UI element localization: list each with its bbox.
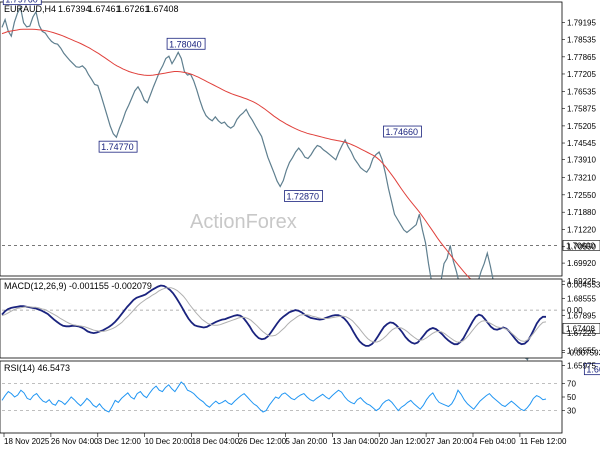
ohlc-high: 1.67461	[88, 4, 121, 14]
x-tick-label: 3 Dec 12:00	[98, 437, 142, 446]
y-tick-label: 1.69225	[567, 277, 596, 286]
y-tick-label: 1.72550	[567, 191, 596, 200]
macd-line	[1, 284, 546, 347]
x-tick-label: 13 Jan 04:00	[332, 437, 379, 446]
y-tick-label: 1.75205	[567, 122, 596, 131]
x-tick-label: 18 Nov 2025	[4, 437, 50, 446]
x-tick-label: 4 Feb 04:00	[473, 437, 516, 446]
y-tick-label: 1.68555	[567, 295, 596, 304]
rsi-axis: 70 50 30	[562, 379, 576, 416]
x-tick-label: 26 Nov 04:00	[51, 437, 99, 446]
y-tick-label: 1.73910	[567, 156, 596, 165]
ohlc-low: 1.67261	[117, 4, 150, 14]
price-tag-label: 1.67408	[566, 324, 595, 333]
y-tick-label: 0.004553	[567, 281, 600, 290]
y-tick-label: 1.74545	[567, 139, 596, 148]
price-tag	[562, 240, 600, 251]
x-tick-label: 5 Jan 20:00	[285, 437, 327, 446]
price-tag-label: 1.70600	[566, 241, 595, 250]
macd-panel: MACD(12,26,9) -0.001155 -0.002079	[0, 278, 563, 359]
y-tick-label: 70	[567, 379, 576, 388]
y-tick-label: 1.66555	[567, 346, 596, 355]
y-tick-label: 1.73210	[567, 174, 596, 183]
y-tick-label: 1.65975	[567, 362, 596, 371]
ohlc-open: 1.67394	[58, 4, 91, 14]
y-tick-label: 1.71880	[567, 208, 596, 217]
y-tick-label: 1.67225	[567, 329, 596, 338]
time-axis: 18 Nov 2025 26 Nov 04:00 3 Dec 12:00 10 Dec…	[3, 433, 567, 446]
swing-label-box	[583, 363, 600, 376]
x-tick-label: 18 Dec 04:00	[192, 437, 240, 446]
rsi-title: RSI(14) 46.5473	[4, 363, 70, 373]
watermark: ActionForex	[190, 211, 297, 233]
x-tick-label: 10 Dec 20:00	[145, 437, 193, 446]
x-tick-label: 11 Feb 12:00	[520, 437, 567, 446]
y-tick-label: 1.67895	[567, 312, 596, 321]
y-tick-label: 1.69920	[567, 259, 596, 268]
swing-label-box	[2, 0, 42, 6]
x-tick-label: 20 Jan 12:00	[379, 437, 426, 446]
swing-label: 1.72870	[287, 192, 320, 202]
y-tick-label: 1.76535	[567, 87, 596, 96]
swing-label-box	[98, 140, 138, 153]
swing-label-box	[284, 190, 323, 202]
y-tick-label: 50	[567, 393, 576, 402]
y-tick-label: 1.79195	[567, 18, 596, 27]
macd-title: MACD(12,26,9) -0.001155 -0.002079	[4, 281, 152, 291]
rsi-panel: RSI(14) 46.5473	[0, 360, 563, 434]
x-tick-label: 26 Dec 12:00	[239, 437, 287, 446]
price-line	[1, 5, 547, 361]
ohlc-close: 1.67408	[146, 4, 179, 14]
price-tag	[562, 323, 600, 334]
y-tick-label: 1.75875	[567, 104, 596, 113]
y-tick-label: 1.71220	[567, 225, 596, 234]
swing-label-box	[383, 125, 422, 138]
rsi-line	[1, 381, 547, 413]
price-axis: 1.70600 1.67408 1.79195 1.78535 1.77865 1.772…	[562, 18, 600, 371]
swing-label: 1.66200	[586, 365, 600, 375]
swing-label: 1.74770	[101, 142, 134, 152]
y-tick-label: -0.007593	[567, 349, 600, 358]
moving-average-line	[1, 28, 547, 329]
swing-label-box	[166, 37, 206, 50]
price-panel: ActionForex 1.79760 1.74770 1.78040 1.72870…	[0, 0, 600, 376]
y-tick-label: 30	[567, 407, 576, 416]
swing-label: 1.79760	[5, 0, 38, 5]
x-tick-label: 27 Jan 20:00	[426, 437, 473, 446]
macd-axis: 0.004553 0.00 -0.007593	[562, 281, 600, 358]
y-tick-label: 1.77865	[567, 53, 596, 62]
y-tick-label: 0.00	[567, 306, 583, 315]
y-tick-label: 1.70550	[567, 243, 596, 252]
signal-line	[1, 287, 547, 343]
symbol-title: EURAUD,H4	[4, 4, 56, 14]
y-tick-label: 1.77205	[567, 70, 596, 79]
swing-label: 1.78040	[169, 39, 202, 49]
y-tick-label: 1.78535	[567, 35, 596, 44]
swing-label: 1.74660	[385, 127, 418, 137]
